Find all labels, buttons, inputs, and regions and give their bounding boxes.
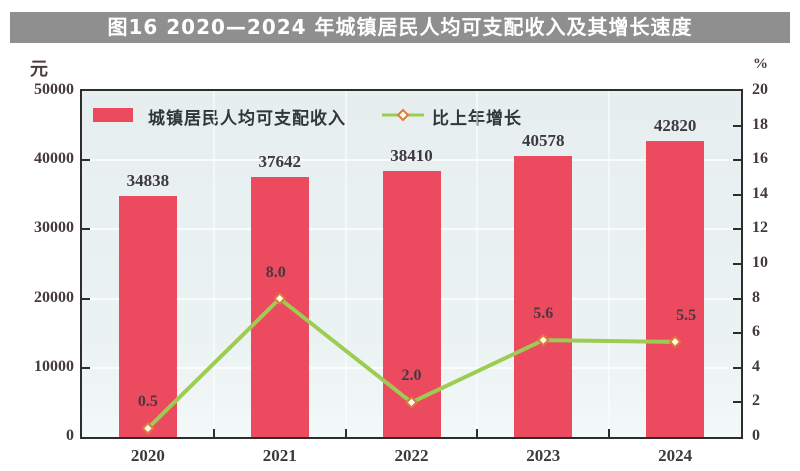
income-bar (250, 176, 309, 437)
gridline-vertical (344, 91, 347, 437)
bar-value-label: 42820 (653, 115, 697, 135)
y-axis-label-right: 8 (752, 288, 760, 306)
bar-value-label: 40578 (522, 131, 565, 151)
gridline-horizontal (82, 159, 741, 162)
growth-value-label: 5.5 (676, 306, 697, 324)
y-axis-label-right: 20 (752, 81, 768, 98)
axis-tick-right (733, 297, 741, 300)
gridline-vertical (608, 91, 611, 437)
growth-marker (668, 335, 682, 349)
axis-tick-right (733, 332, 741, 335)
legend-label-income: 城镇居民人均可支配收入 (148, 109, 346, 129)
growth-value-label: 0.5 (137, 393, 158, 411)
axis-tick-right (733, 228, 741, 231)
bar-value-label: 34838 (126, 170, 170, 190)
y-axis-label-left: 30000 (34, 219, 74, 237)
bar-value-label: 37642 (258, 151, 301, 171)
figure-title-bar: 图16 2020—2024 年城镇居民人均可支配收入及其增长速度 (10, 12, 790, 43)
plot-area: 城镇居民人均可支配收入 比上年增长 34838 37642 38410 40578 42… (80, 89, 743, 439)
axis-tick-left (82, 366, 90, 369)
bar-value-label: 38410 (390, 146, 433, 166)
y-axis-label-right: 18 (752, 115, 768, 133)
income-bar (514, 156, 573, 437)
x-axis-label: 2020 (130, 446, 165, 465)
y-axis-label-left: 0 (66, 427, 74, 444)
income-bar (646, 140, 705, 437)
legend-line-sample (382, 108, 424, 122)
x-axis-label: 2022 (394, 446, 429, 465)
axis-tick-right (733, 124, 741, 127)
x-axis-label: 2023 (526, 446, 561, 465)
axis-tick-bottom (608, 429, 611, 437)
y-axis-label-right: 12 (752, 219, 768, 237)
y-axis-unit-right: % (753, 56, 768, 72)
axis-tick-left (82, 297, 90, 300)
growth-marker (536, 333, 550, 347)
axis-tick-right (733, 193, 741, 196)
income-bar (118, 195, 177, 437)
y-axis-label-right: 0 (752, 427, 760, 444)
y-axis-label-right: 6 (752, 323, 760, 341)
y-axis-label-right: 4 (752, 357, 760, 375)
axis-tick-bottom (212, 429, 215, 437)
growth-marker (405, 395, 418, 409)
legend: 城镇居民人均可支配收入 比上年增长 (82, 91, 741, 131)
axis-tick-bottom (476, 429, 479, 437)
legend-swatch-income (93, 108, 133, 122)
y-axis-unit-left: 元 (30, 59, 48, 80)
axis-tick-right (733, 159, 741, 162)
growth-line (141, 292, 682, 435)
y-axis-label-right: 10 (752, 254, 768, 271)
axis-tick-right (733, 366, 741, 369)
gridline-vertical (476, 91, 479, 437)
y-axis-label-left: 10000 (34, 357, 74, 375)
y-axis-label-right: 16 (752, 150, 768, 168)
gridline-vertical (212, 91, 215, 437)
y-axis-label-right: 14 (752, 184, 768, 202)
axis-tick-right (733, 263, 741, 265)
growth-marker (141, 421, 155, 435)
x-axis-label: 2021 (262, 446, 297, 465)
y-axis-label-left: 20000 (34, 288, 74, 306)
growth-value-label: 2.0 (401, 367, 422, 385)
x-axis-label: 2024 (658, 446, 693, 465)
growth-value-label: 5.6 (533, 305, 554, 323)
y-axis-label-right: 2 (752, 392, 760, 410)
growth-marker (273, 292, 287, 306)
axis-tick-bottom (344, 429, 347, 437)
axis-tick-right (733, 401, 741, 404)
growth-value-label: 8.0 (265, 263, 286, 281)
y-axis-label-left: 40000 (34, 150, 74, 168)
axis-tick-left (82, 159, 90, 162)
y-axis-label-left: 50000 (34, 81, 74, 98)
axis-tick-left (82, 228, 90, 231)
